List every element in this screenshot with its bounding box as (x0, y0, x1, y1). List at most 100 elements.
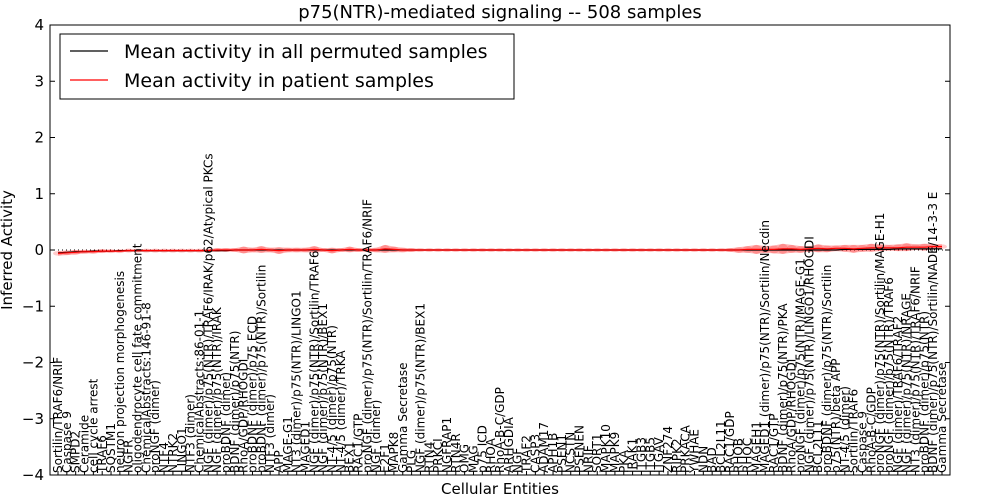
x-tick-label: ITGAV (652, 436, 666, 473)
x-tick-label: OMG (458, 444, 472, 473)
x-tick-label: YWHAE (688, 429, 702, 474)
legend-box (59, 33, 515, 100)
x-tick-label: APP (272, 450, 286, 473)
x-tick-label: Sortilin/TRAF6 (847, 389, 861, 473)
y-tick-label: 4 (34, 16, 44, 34)
x-tick-label: oligodendrocyte cell fate commitment (131, 243, 145, 473)
x-tick-label: MAPK9 (608, 432, 622, 473)
x-tick-label: NGF (dimer)/p75(NTR)/BEX1 (413, 303, 427, 473)
x-tick-label: BDNF (dimer)/p75(NTR)/PKA (776, 303, 790, 473)
x-tick-label: NGF (dimer)/p75(NTR)/Sortilin/TRAF6 (307, 251, 321, 473)
x-tick-label: RAC1/GDP (723, 411, 737, 473)
x-tick-label: PSENEN (573, 425, 587, 473)
y-tick-label: 3 (34, 72, 44, 90)
x-tick-label: LINGO1 (175, 427, 189, 473)
x-tick-label: MAGEH1 (749, 421, 763, 473)
legend-label-patient: Mean activity in patient samples (124, 70, 434, 92)
x-tick-label: NTRK2 (166, 433, 180, 473)
x-tick-label: ITGB3 (634, 437, 648, 473)
x-tick-label: MAPK8 (387, 432, 401, 473)
y-tick-label: −4 (22, 466, 44, 484)
x-tick-label: NGF (dimer)/p75(NTR)/TRAF6/IRAK/p62/Atyp… (201, 153, 215, 473)
x-tick-label: NT-4/5 (dimer)/p75(NTR) (325, 325, 339, 473)
x-tick-label: PRKACA (679, 424, 693, 473)
x-tick-label: NGF (dimer)/p75(NTR)/IRAK (210, 306, 224, 473)
x-tick-label: NGFRAP1 (440, 417, 454, 473)
x-tick-label: proNGF (dimer)/p75(NTR)/TRAF6 (882, 277, 896, 473)
x-tick-label: proNGF (dimer)/p75(NTR)/Sortilin/TRAF6/N… (360, 199, 374, 473)
x-tick-label: PLG (405, 450, 419, 473)
x-tick-label: MAGE-G1 (281, 416, 295, 473)
x-tick-label: RhoA/GDP/RHOGDI (785, 359, 799, 473)
series-line-patient (57, 246, 942, 254)
x-tick-label: PRKCI (431, 438, 445, 473)
x-tick-label: RAC1/GTP (767, 414, 781, 473)
x-tick-label: ChemicalAbstracts:86-01-1 (192, 310, 206, 473)
x-tick-label: NT3 (dimer)/p75(NTR)/TRAF6/NRIF (909, 266, 923, 473)
x-tick-label: RAC1/GTP (352, 414, 366, 473)
legend: Mean activity in all permuted samples Me… (59, 33, 515, 100)
x-tick-label: neuron projection morphogenesis (113, 271, 127, 473)
x-tick-label: TRAF2 (520, 435, 534, 474)
x-tick-label: MAGED1 (299, 421, 313, 473)
x-tick-label: NGF (511, 448, 525, 473)
x-tick-label: RhoA-B-C/GDP (864, 387, 878, 473)
x-tick-label: PSEN1 (555, 434, 569, 473)
x-tick-label: BEX1 (343, 441, 357, 473)
x-tick-label: ARHGDIA (502, 416, 516, 473)
x-tick-label: NDN (696, 446, 710, 473)
x-tick-label: cell cycle arrest (86, 378, 100, 473)
x-tick-label: NT-4/5 (dimer)/TRKA (334, 350, 348, 473)
y-tick-label: 2 (34, 129, 44, 147)
x-tick-label: RHOA (484, 437, 498, 473)
x-tick-label: proBDNF (dimer)/p75 ECD (246, 316, 260, 473)
x-tick-label: NGF (dimer)/TRAF6/TRAF2 (891, 316, 905, 473)
x-tick-label: TRAF6 (95, 435, 109, 474)
x-tick-label: NGF (dimer) (369, 400, 383, 473)
x-tick-label: RTN4 (422, 442, 436, 473)
x-tick-label: p75(NTR)/beta APP (829, 359, 843, 474)
x-tick-label: p75 ICD (475, 425, 489, 473)
x-tick-label: NGFR (122, 439, 136, 473)
x-tick-label: Gamma Secretase (396, 362, 410, 473)
x-tick-label: proNGF (dimer)/p75(NTR)/MAGE-G1 (794, 258, 808, 473)
x-tick-label: BDNF (dimer)/p75(NTR)/Sortilin/NADE/14-3… (926, 192, 940, 473)
x-tick-label: BCL2L11 (811, 420, 825, 473)
legend-label-permuted: Mean activity in all permuted samples (124, 41, 487, 63)
x-tick-label: proNGF (dimer) (148, 380, 162, 473)
x-tick-label: PKA (617, 449, 631, 473)
x-tick-label: NCSTN (564, 432, 578, 473)
x-tick-label: proBDNF (dimer)/p75(NTR)/Sortilin (820, 265, 834, 473)
x-tick-label: NTF3 (dimer) (184, 394, 198, 473)
x-tick-label: BAD (705, 447, 719, 473)
x-tick-label: Caspase 9 (855, 411, 869, 473)
x-tick-label: Caspase 9 (60, 411, 74, 473)
x-tick-label: MAPK10 (599, 424, 613, 473)
x-tick-label: proBDNF (dimer)/p75(NTR)/Sortilin (254, 265, 268, 473)
x-tick-label: ITGB5 (643, 437, 657, 473)
x-tick-label: RhoA/GDP/RHOGDI (237, 359, 251, 473)
x-tick-label: NT3 (dimer)/p75(NTR)/LINGO1 (290, 290, 304, 473)
y-tick-label: −1 (22, 297, 44, 315)
x-tick-label: RIPK2 (670, 438, 684, 473)
x-tick-label: Ceramide (78, 415, 92, 473)
x-tick-label: BCL2L11 (714, 420, 728, 473)
x-tick-label: NTF3 (dimer) (263, 394, 277, 473)
x-tick-label: SORT1 (590, 434, 604, 474)
x-tick-label: RHOB (732, 438, 746, 473)
x-tick-label: ADAM17 (537, 422, 551, 473)
x-tick-label: RTN4R (449, 433, 463, 473)
x-tick-label: proBDNF (dimer) (219, 372, 233, 473)
x-tick-label: RhoA-B-C/GDP (493, 387, 507, 473)
x-tick-label: E2F1 (378, 443, 392, 473)
x-tick-label: SMPD2 (69, 431, 83, 473)
x-tick-label: proBDNF (dimer)/p75(NTR) (917, 311, 931, 473)
x-tick-label: NGF (dimer)/p75(NTR)/LINGO1/RHOGDI (802, 236, 816, 473)
x-tick-label: NGF (dimer)/p75(NTR)/BEX1 (316, 303, 330, 473)
x-tick-label: SQSTM1 (104, 423, 118, 473)
x-tick-label: APH1B (546, 433, 560, 473)
x-tick-label: IRAK1 (626, 438, 640, 473)
x-tick-label: Gamma Secretase (935, 362, 949, 473)
x-tick-label: CASP3 (528, 434, 542, 473)
y-tick-label: −3 (22, 410, 44, 428)
